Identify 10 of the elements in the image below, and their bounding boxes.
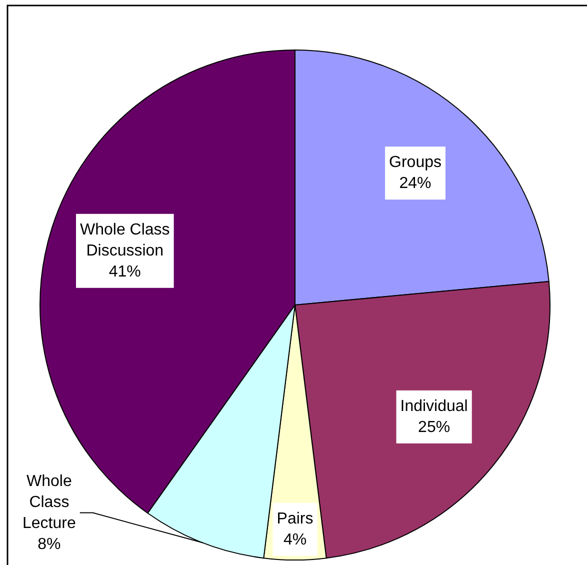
slice-label: Whole Class Lecture bbox=[22, 472, 76, 532]
data-label: 41% bbox=[108, 263, 141, 280]
data-label: 4% bbox=[283, 531, 307, 548]
slice-label: Whole Class Discussion bbox=[80, 221, 170, 260]
slice-label: Individual bbox=[400, 398, 468, 415]
data-label: 25% bbox=[418, 418, 450, 436]
data-label: 24% bbox=[399, 175, 432, 192]
data-label: 8% bbox=[38, 536, 61, 553]
slice-label: Groups bbox=[389, 154, 442, 172]
slice-label: Pairs bbox=[276, 510, 314, 528]
